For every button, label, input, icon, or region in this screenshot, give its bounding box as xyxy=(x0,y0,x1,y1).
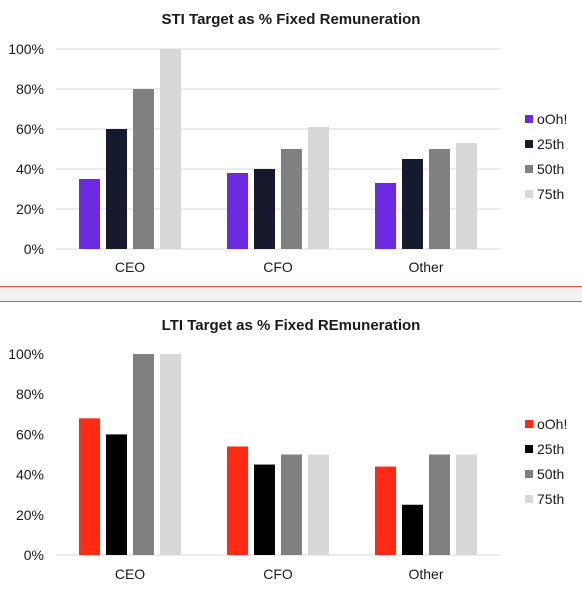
sti-bar-ceo-75th xyxy=(160,49,181,249)
lti-bar-cfo-75th xyxy=(308,454,329,555)
lti-category-label: CFO xyxy=(263,566,293,582)
lti-y-tick-label: 60% xyxy=(16,426,44,442)
sti-bar-ceo-50th xyxy=(133,89,154,249)
lti-legend-label: oOh! xyxy=(537,416,567,432)
lti-bar-cfo-ooh xyxy=(227,446,248,555)
lti-legend-swatch xyxy=(525,470,533,478)
lti-bar-ceo-25th xyxy=(106,434,127,555)
sti-legend-label: 75th xyxy=(537,186,564,202)
sti-category-label: CEO xyxy=(115,259,145,275)
lti-legend-label: 75th xyxy=(537,491,564,507)
lti-bar-ceo-75th xyxy=(160,354,181,555)
sti-bar-cfo-ooh xyxy=(227,173,248,249)
lti-chart: LTI Target as % Fixed REmuneration 0% 20% 4… xyxy=(8,317,567,582)
sti-y-tick-label: 0% xyxy=(24,241,44,257)
lti-bar-cfo-25th xyxy=(254,464,275,555)
sti-bar-ceo-25th xyxy=(106,129,127,249)
sti-y-tick-label: 100% xyxy=(8,41,44,57)
sti-legend-swatch xyxy=(525,190,533,198)
sti-legend-swatch xyxy=(525,165,533,173)
sti-y-tick-label: 20% xyxy=(16,201,44,217)
lti-chart-title: LTI Target as % Fixed REmuneration xyxy=(162,317,421,334)
sti-legend-label: 50th xyxy=(537,161,564,177)
lti-y-tick-label: 80% xyxy=(16,386,44,402)
lti-y-tick-label: 0% xyxy=(24,547,44,563)
lti-category-label: Other xyxy=(408,566,443,582)
lti-y-tick-label: 40% xyxy=(16,467,44,483)
sti-category-label: Other xyxy=(408,259,443,275)
lti-legend-swatch xyxy=(525,445,533,453)
sti-legend-label: 25th xyxy=(537,136,564,152)
lti-legend-label: 50th xyxy=(537,466,564,482)
lti-chart-panel: LTI Target as % Fixed REmuneration 0% 20% 4… xyxy=(0,302,582,589)
sti-bar-cfo-75th xyxy=(308,127,329,249)
sti-chart-panel: STI Target as % Fixed Remuneration 0% 20% 4… xyxy=(0,0,582,286)
lti-y-tick-label: 100% xyxy=(8,346,44,362)
sti-chart-title: STI Target as % Fixed Remuneration xyxy=(162,11,421,28)
sti-y-tick-label: 60% xyxy=(16,121,44,137)
sti-y-tick-label: 40% xyxy=(16,161,44,177)
sti-bar-ceo-ooh xyxy=(79,179,100,249)
lti-legend-label: 25th xyxy=(537,441,564,457)
lti-bar-other-50th xyxy=(429,454,450,555)
sti-bar-cfo-50th xyxy=(281,149,302,249)
lti-bar-ceo-ooh xyxy=(79,418,100,555)
lti-legend-swatch xyxy=(525,495,533,503)
lti-bar-cfo-50th xyxy=(281,454,302,555)
lti-bar-other-25th xyxy=(402,504,423,555)
sti-bar-other-75th xyxy=(456,143,477,249)
lti-bar-other-75th xyxy=(456,454,477,555)
sti-y-tick-label: 80% xyxy=(16,81,44,97)
sti-legend-swatch xyxy=(525,140,533,148)
lti-bar-ceo-50th xyxy=(133,354,154,555)
panel-separator xyxy=(0,286,582,302)
lti-y-tick-label: 20% xyxy=(16,507,44,523)
lti-category-label: CEO xyxy=(115,566,145,582)
sti-legend-swatch xyxy=(525,115,533,123)
lti-legend-swatch xyxy=(525,420,533,428)
sti-bar-other-ooh xyxy=(375,183,396,249)
sti-bar-other-25th xyxy=(402,159,423,249)
sti-chart: STI Target as % Fixed Remuneration 0% 20% 4… xyxy=(8,11,567,275)
sti-bar-cfo-25th xyxy=(254,169,275,249)
sti-legend-label: oOh! xyxy=(537,111,567,127)
sti-bar-other-50th xyxy=(429,149,450,249)
sti-category-label: CFO xyxy=(263,259,293,275)
lti-bar-other-ooh xyxy=(375,466,396,555)
